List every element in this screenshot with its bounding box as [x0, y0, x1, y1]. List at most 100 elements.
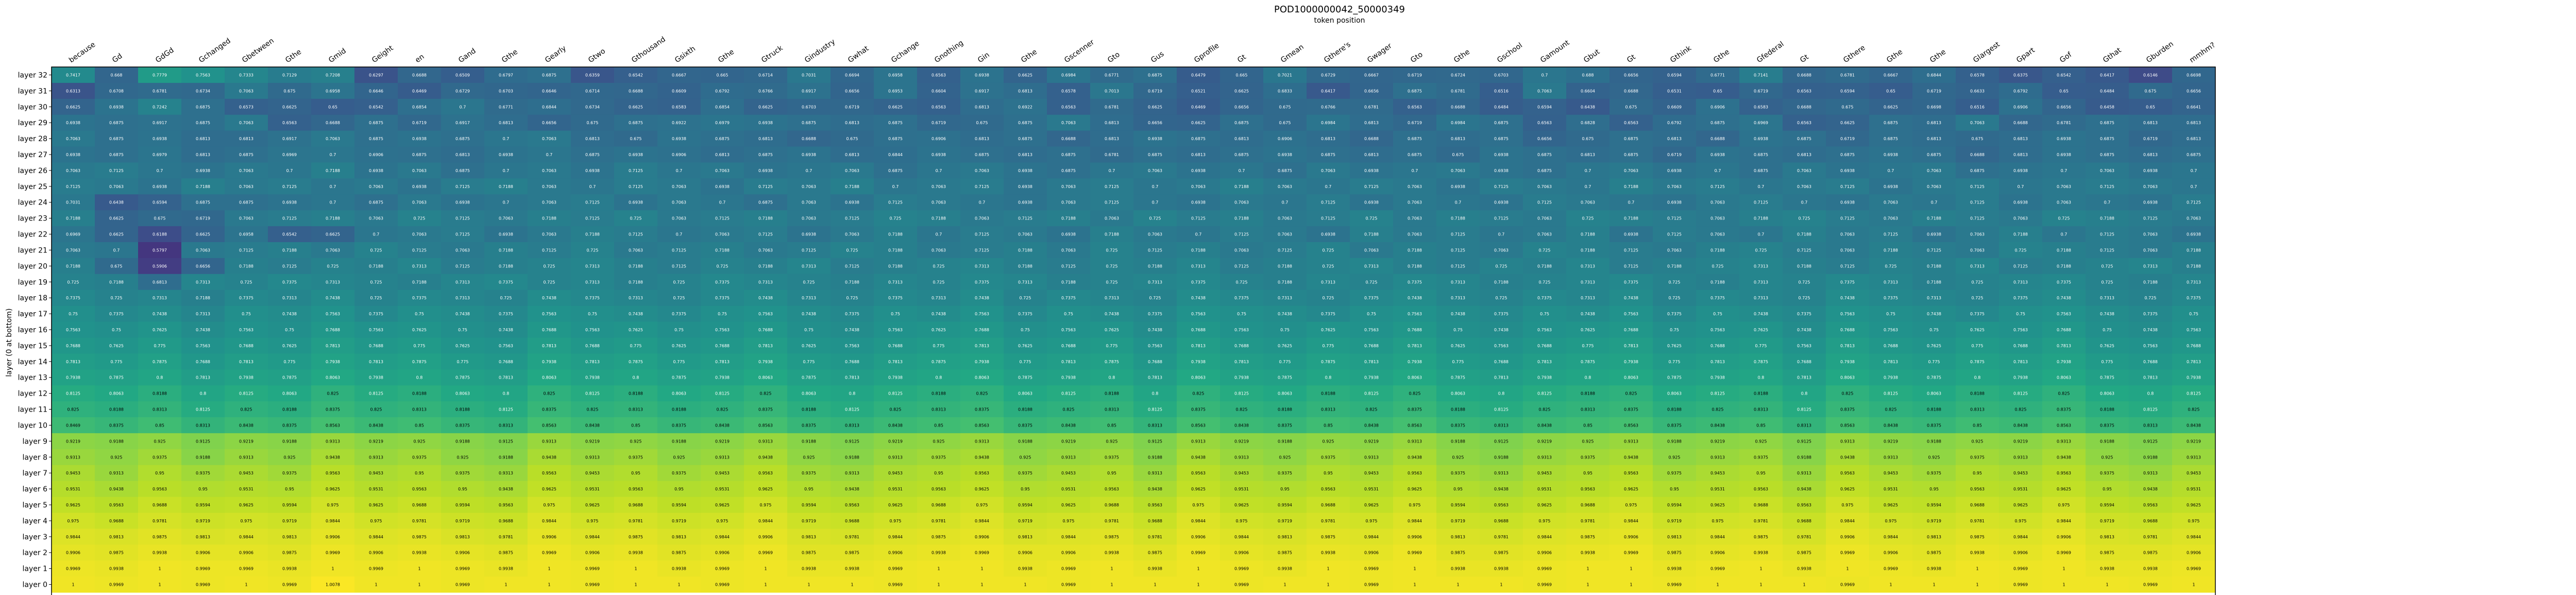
heatmap-cell	[1393, 385, 1437, 402]
cell-value-label: 0.9438	[1494, 487, 1509, 491]
cell-value-label: 0.85	[1756, 423, 1766, 428]
heatmap-cell	[1783, 417, 1826, 434]
heatmap-cell	[1220, 98, 1264, 115]
heatmap-cell	[960, 82, 1004, 99]
heatmap-cell	[1393, 226, 1437, 243]
cell-value-label: 0.6938	[629, 152, 643, 157]
heatmap-cell	[1133, 369, 1177, 386]
cell-value-label: 0.6938	[1884, 184, 1898, 189]
cell-value-label: 0.9938	[802, 567, 816, 571]
cell-value-label: 0.7625	[412, 328, 427, 332]
heatmap-cell	[95, 353, 139, 370]
cell-value-label: 0.925	[414, 439, 426, 444]
cell-value-label: 0.7125	[1970, 200, 1985, 205]
cell-value-label: 0.7063	[1970, 232, 1985, 237]
heatmap-cell	[1653, 114, 1697, 131]
cell-value-label: 0.6938	[66, 121, 80, 125]
heatmap-cell	[441, 258, 485, 275]
heatmap-cell	[1653, 290, 1697, 307]
heatmap-cell	[225, 258, 268, 275]
heatmap-cell	[701, 98, 744, 115]
heatmap-cell	[614, 353, 658, 370]
cell-value-label: 0.9781	[1797, 535, 1811, 539]
heatmap-cell	[1393, 242, 1437, 259]
cell-value-label: 0.7125	[1624, 248, 1638, 252]
heatmap-cell	[1956, 274, 1999, 291]
cell-value-label: 0.7	[330, 152, 336, 157]
heatmap-cell	[2172, 529, 2216, 545]
heatmap-cell	[1956, 242, 1999, 259]
cell-value-label: 0.8438	[2187, 423, 2201, 428]
heatmap-cell	[1696, 274, 1740, 291]
heatmap-cell	[1869, 114, 1913, 131]
heatmap-cell	[787, 274, 831, 291]
heatmap-cell	[744, 433, 788, 450]
cell-value-label: 0.9938	[1321, 551, 1335, 555]
heatmap-cell	[2042, 290, 2086, 307]
cell-value-label: 0.825	[241, 407, 252, 412]
heatmap-cell	[52, 162, 95, 179]
heatmap-cell	[1480, 178, 1523, 195]
heatmap-cell	[1350, 497, 1394, 513]
heatmap-cell	[181, 465, 225, 482]
heatmap-cell	[1220, 67, 1264, 83]
heatmap-cell	[1912, 401, 1956, 418]
cell-value-label: 0.7	[806, 168, 812, 173]
cell-value-label: 0.7313	[1754, 296, 1768, 300]
cell-value-label: 0.6938	[1148, 137, 1162, 141]
heatmap-cell	[1783, 369, 1826, 386]
cell-value-label: 0.7625	[1754, 328, 1768, 332]
cell-value-label: 0.7625	[931, 328, 946, 332]
heatmap-cell	[1350, 178, 1394, 195]
cell-value-label: 0.6792	[1667, 121, 1682, 125]
heatmap-cell	[2042, 178, 2086, 195]
cell-value-label: 0.7438	[1105, 312, 1119, 316]
heatmap-cell	[2129, 369, 2173, 386]
heatmap-cell	[1307, 417, 1350, 434]
cell-value-label: 0.6813	[1927, 137, 1941, 141]
cell-value-label: 1	[2192, 583, 2195, 587]
heatmap-cell	[701, 369, 744, 386]
cell-value-label: 0.725	[1669, 296, 1681, 300]
x-tick-label: Gchange	[890, 39, 921, 64]
cell-value-label: 0.7	[979, 200, 986, 205]
heatmap-cell	[311, 242, 355, 259]
cell-value-label: 0.6734	[585, 105, 600, 109]
cell-value-label: 0.7	[1412, 168, 1418, 173]
cell-value-label: 0.6813	[758, 137, 773, 141]
cell-value-label: 0.6688	[326, 121, 340, 125]
heatmap-cell	[2042, 114, 2086, 131]
heatmap-cell	[614, 114, 658, 131]
heatmap-cell	[268, 162, 312, 179]
cell-value-label: 0.6703	[1494, 73, 1509, 77]
cell-value-label: 0.9594	[196, 503, 210, 507]
heatmap-cell	[571, 433, 615, 450]
cell-value-label: 0.925	[1279, 455, 1291, 460]
heatmap-cell	[268, 146, 312, 163]
y-axis-label: layer (0 at bottom)	[5, 308, 13, 377]
cell-value-label: 0.775	[630, 344, 642, 348]
cell-value-label: 0.7417	[66, 73, 80, 77]
cell-value-label: 0.7313	[2100, 296, 2114, 300]
heatmap-cell	[1393, 210, 1437, 227]
heatmap-cell	[484, 290, 528, 307]
heatmap-cell	[744, 178, 788, 195]
heatmap-cell	[1220, 146, 1264, 163]
cell-value-label: 0.7188	[1494, 280, 1509, 284]
heatmap-cell	[614, 529, 658, 545]
heatmap-cell	[1436, 178, 1480, 195]
heatmap-cell	[1263, 481, 1307, 498]
heatmap-cell	[657, 560, 701, 577]
cell-value-label: 0.75	[1713, 312, 1722, 316]
heatmap-cell	[268, 67, 312, 83]
heatmap-cell	[225, 465, 268, 482]
heatmap-cell	[1696, 513, 1740, 529]
cell-value-label: 0.8	[1325, 376, 1332, 380]
cell-value-label: 0.7875	[455, 376, 470, 380]
cell-value-label: 0.6875	[1537, 168, 1552, 173]
heatmap-cell	[1523, 321, 1567, 338]
cell-value-label: 0.8563	[1191, 423, 1206, 428]
cell-value-label: 0.7813	[239, 360, 253, 364]
cell-value-label: 0.6781	[1364, 105, 1379, 109]
cell-value-label: 0.7188	[1797, 264, 1811, 268]
